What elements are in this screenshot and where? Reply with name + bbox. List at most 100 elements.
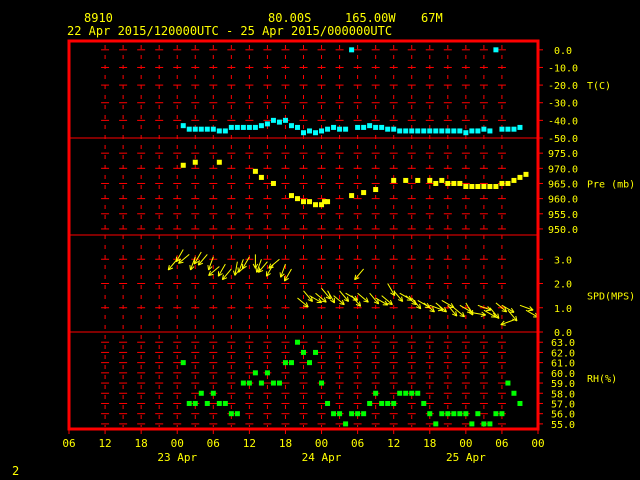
wind-arrow (309, 295, 323, 304)
wind-arrow-head (307, 299, 313, 302)
temperature-point (337, 126, 343, 132)
x-tick-label: 06 (207, 437, 220, 450)
wind-arrow-head (497, 313, 500, 319)
wind-arrow-head (268, 266, 274, 269)
temperature-point (385, 126, 391, 132)
temperature-point (180, 123, 186, 129)
temperature-point (391, 126, 397, 132)
wind-arrow-shaft (178, 254, 190, 264)
humidity-point (499, 411, 505, 417)
pressure-point (319, 202, 325, 208)
x-tick-label: 00 (531, 437, 544, 450)
wind-arrow-shaft (459, 304, 473, 313)
wind-arrow-shaft (519, 304, 534, 311)
temperature-point (198, 126, 204, 132)
temperature-point (481, 126, 487, 132)
wind-arrow-head (330, 299, 335, 304)
wind-arrow-head (266, 273, 271, 277)
wind-arrow-head (234, 271, 239, 276)
humidity-tick-label: 57.0 (551, 399, 575, 410)
wind-arrow-head (389, 299, 393, 305)
wind-arrow-head (486, 309, 492, 312)
x-date-label: 23 Apr (157, 451, 197, 464)
humidity-point (415, 390, 421, 396)
x-tick-label: 00 (171, 437, 184, 450)
pressure-point (270, 180, 276, 186)
wind-arrow (327, 290, 336, 304)
wind-arrow-shaft (393, 290, 404, 302)
wind-arrow-head (494, 316, 500, 319)
temperature-point (343, 126, 349, 132)
pressure-point (469, 184, 475, 189)
wind-arrow-head (221, 274, 224, 280)
wind-arrow-head (258, 269, 264, 273)
temperature-point (252, 124, 258, 130)
wind-arrow-head (346, 296, 350, 302)
wind-arrow-shaft (234, 261, 238, 276)
wind-arrow-shaft (453, 307, 465, 318)
humidity-point (180, 360, 186, 366)
temperature-point (264, 121, 270, 127)
wind-arrow (232, 261, 239, 276)
x-tick-label: 18 (279, 437, 292, 450)
humidity-point (337, 411, 343, 417)
temperature-point (355, 124, 361, 130)
pressure-point (511, 177, 517, 183)
humidity-point (186, 400, 192, 406)
wind-arrow (268, 258, 280, 269)
humidity-point (204, 400, 210, 406)
humidity-point (349, 411, 355, 417)
x-tick-label: 12 (387, 437, 400, 450)
wind-arrow-head (365, 297, 369, 303)
chart-marks (167, 47, 539, 427)
pressure-point (505, 180, 511, 186)
wind-arrow-head (303, 305, 309, 308)
wind-arrow-head (452, 313, 458, 317)
wind-arrow (221, 268, 232, 281)
temperature-point (487, 128, 493, 134)
wind-arrow (339, 290, 350, 302)
pressure-point (427, 177, 433, 183)
temperature-point (367, 123, 373, 129)
temperature-tick-label: -50.0 (548, 134, 578, 145)
humidity-point (421, 400, 427, 406)
temperature-point (421, 128, 427, 134)
humidity-point (228, 411, 234, 417)
longitude: 165.00W (345, 11, 396, 25)
wind-arrow (333, 295, 345, 306)
humidity-point (282, 360, 288, 366)
axes: 0.0 -10.0 -20.0 -30.0 -40.0 -50.0 T(C) 950.0 955… (62, 46, 635, 464)
temperature-point (499, 126, 505, 132)
wind-arrow-shaft (321, 288, 331, 300)
pressure-point (294, 196, 300, 202)
wind-arrow-shaft (297, 297, 309, 308)
temperature-point (325, 126, 331, 132)
humidity-point (276, 380, 282, 386)
wind-arrow-head (284, 277, 289, 282)
wind-arrow-shaft (351, 295, 361, 307)
wind-arrow-shaft (327, 290, 335, 304)
page-number: 2 (12, 464, 19, 478)
temperature-tick-label: 0.0 (554, 46, 572, 57)
pressure-point (313, 202, 319, 208)
pressure-tick-label: 970.0 (548, 164, 578, 175)
humidity-tick-label: 62.0 (551, 348, 575, 359)
pressure-point (499, 180, 505, 186)
wind-arrow-shaft (495, 302, 507, 313)
wind-arrow-head (208, 273, 214, 277)
pressure-point (457, 180, 463, 186)
wind-arrow-shaft (175, 249, 184, 262)
wind-axis-label: SPD(MPS) (587, 292, 635, 303)
humidity-point (331, 411, 337, 417)
temperature-point (517, 124, 523, 130)
humidity-point (240, 380, 246, 386)
temperature-point (313, 130, 319, 136)
temperature-point (192, 126, 198, 132)
wind-arrow-head (167, 264, 170, 271)
wind-arrow-shaft (309, 295, 322, 304)
humidity-point (511, 390, 517, 396)
wind-arrow-head (232, 270, 236, 276)
wind-arrow-head (208, 270, 212, 276)
humidity-point (493, 411, 499, 417)
